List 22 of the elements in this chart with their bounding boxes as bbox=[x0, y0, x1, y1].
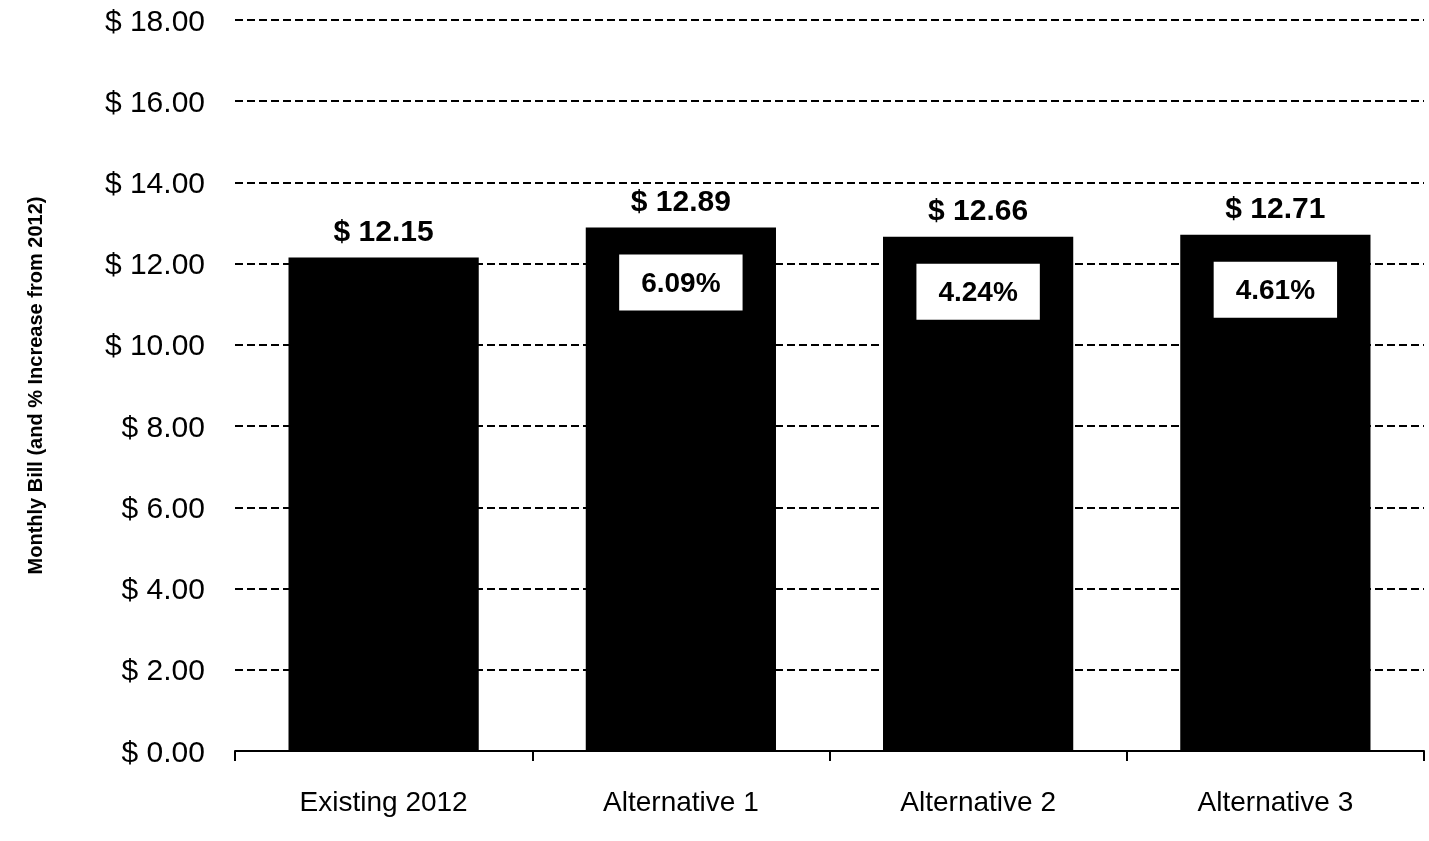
data-label: $ 12.66 bbox=[928, 193, 1029, 227]
y-tick-label: $ 10.00 bbox=[104, 328, 205, 362]
y-tick-label: $ 14.00 bbox=[104, 165, 205, 199]
x-tick-label: Alternative 3 bbox=[1197, 785, 1354, 817]
annotation: 4.61% bbox=[1235, 274, 1316, 306]
y-axis-title: Monthly Bill (and % Increase from 2012) bbox=[24, 196, 46, 575]
data-label: $ 12.71 bbox=[1225, 191, 1326, 225]
y-tick-label: $ 4.00 bbox=[121, 572, 205, 606]
y-tick-label: $ 2.00 bbox=[121, 653, 205, 687]
x-tick-label: Existing 2012 bbox=[299, 785, 468, 817]
annotation: 6.09% bbox=[641, 267, 721, 299]
y-tick-label: $ 12.00 bbox=[104, 247, 205, 281]
data-label: $ 12.15 bbox=[333, 214, 434, 248]
y-tick-label: $ 18.00 bbox=[104, 3, 205, 37]
data-label: $ 12.89 bbox=[630, 184, 731, 218]
annotation: 4.24% bbox=[938, 276, 1018, 308]
x-tick-label: Alternative 2 bbox=[900, 785, 1056, 817]
y-tick-label: $ 0.00 bbox=[121, 734, 205, 768]
x-tick-label: Alternative 1 bbox=[603, 785, 759, 817]
y-tick-label: $ 8.00 bbox=[121, 409, 205, 443]
y-tick-label: $ 6.00 bbox=[121, 490, 205, 524]
y-tick-label: $ 16.00 bbox=[104, 84, 205, 118]
